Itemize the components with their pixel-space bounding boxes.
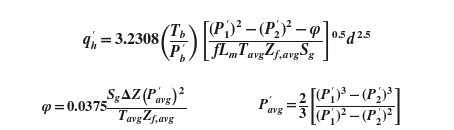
Text: $P_{avg}^{\prime} = \dfrac{2}{3}\left[\dfrac{(P_1^{\prime})^3-(P_2^{\prime})^3}{: $P_{avg}^{\prime} = \dfrac{2}{3}\left[\d… [258, 86, 400, 128]
Text: $q_h^{\prime} = 3.2308\left(\dfrac{T_b}{P_b^{\prime}}\right)\left[\dfrac{(P_1^{\: $q_h^{\prime} = 3.2308\left(\dfrac{T_b}{… [82, 18, 372, 65]
Text: $\varphi = 0.0375\dfrac{S_g\Delta Z\left(P_{avg}^{\prime}\right)^2}{T_{avg}Z_{f,: $\varphi = 0.0375\dfrac{S_g\Delta Z\left… [41, 86, 186, 127]
